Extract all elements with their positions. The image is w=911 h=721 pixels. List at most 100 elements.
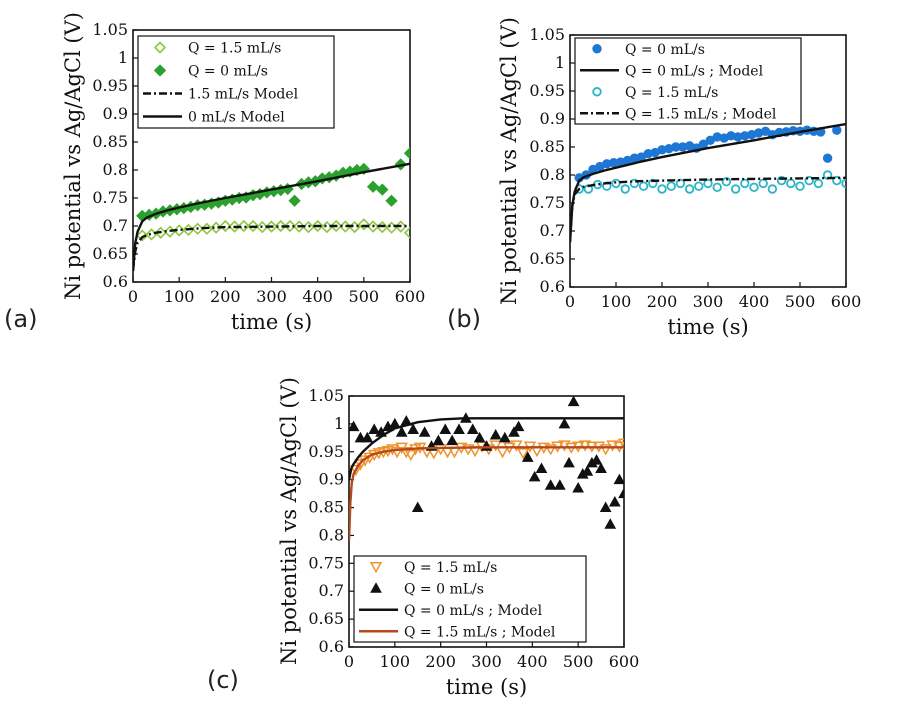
y-tick-label: 0.65: [92, 244, 128, 263]
data-point: [604, 518, 617, 529]
data-point: [357, 218, 370, 231]
data-point: [516, 448, 530, 460]
y-tick-label: 0.75: [308, 553, 344, 572]
y-axis-label: Ni potential vs Ag/AgCl (V): [497, 17, 521, 305]
data-point: [595, 462, 607, 474]
x-tick-label: 500: [349, 287, 380, 306]
legend-label: 0 mL/s Model: [188, 110, 285, 126]
data-point: [439, 423, 452, 434]
data-point: [432, 434, 445, 446]
data-point: [620, 184, 630, 194]
y-tick-label: 0.85: [529, 137, 565, 156]
panel-label-c: (c): [207, 666, 239, 694]
legend-marker: [153, 41, 167, 54]
data-point: [330, 219, 343, 233]
panel-label-b: (b): [447, 305, 481, 333]
legend-label: Q = 0 mL/s: [188, 64, 268, 80]
x-tick-label: 0: [128, 287, 138, 306]
y-tick-label: 0.8: [540, 165, 565, 184]
legend-label: Q = 1.5 mL/s ; Model: [404, 624, 556, 640]
x-tick-label: 100: [601, 292, 632, 311]
data-point: [544, 479, 557, 490]
data-point: [648, 178, 658, 189]
data-point: [599, 501, 612, 513]
y-tick-label: 0.75: [92, 188, 128, 207]
x-tick-label: 600: [609, 652, 640, 671]
data-point: [407, 423, 420, 434]
data-point: [767, 184, 778, 194]
y-tick-label: 1.05: [92, 20, 128, 39]
data-point: [256, 220, 269, 234]
legend-label: Q = 1.5 mL/s ; Model: [625, 106, 777, 122]
data-point: [403, 147, 410, 160]
y-tick-label: 1.05: [529, 25, 565, 44]
data-point: [581, 465, 594, 476]
data-point: [489, 440, 502, 452]
y-axis-label: Ni potential vs Ag/AgCl (V): [277, 377, 301, 665]
y-tick-label: 0.6: [103, 272, 128, 291]
x-tick-label: 200: [425, 652, 456, 671]
legend-marker: [592, 44, 602, 54]
y-tick-label: 0.85: [92, 132, 128, 151]
y-tick-label: 0.7: [103, 216, 128, 235]
data-point: [274, 219, 287, 233]
data-point: [535, 462, 548, 474]
data-point: [366, 220, 380, 233]
y-tick-label: 0.65: [308, 609, 344, 628]
y-tick-label: 0.75: [529, 193, 565, 212]
data-point: [613, 473, 624, 485]
data-point: [553, 479, 566, 490]
data-point: [512, 420, 525, 432]
legend-marker: [153, 64, 167, 77]
data-point: [740, 178, 750, 189]
data-point: [563, 456, 575, 468]
x-tick-label: 100: [380, 652, 411, 671]
model-line: [570, 122, 846, 243]
data-point: [611, 178, 621, 189]
data-point: [599, 444, 612, 456]
data-point: [489, 429, 502, 440]
y-tick-label: 0.8: [319, 525, 344, 544]
data-point: [498, 431, 511, 443]
legend-marker: [369, 562, 383, 574]
data-point: [311, 219, 324, 233]
data-point: [608, 495, 621, 507]
data-point: [572, 482, 585, 493]
data-point: [349, 464, 363, 477]
data-point: [567, 396, 580, 407]
data-point: [366, 180, 380, 193]
x-tick-label: 300: [471, 652, 502, 671]
data-point: [638, 181, 649, 191]
y-tick-label: 1: [334, 414, 344, 433]
data-point: [832, 125, 842, 135]
data-point: [411, 501, 424, 513]
data-point: [657, 184, 667, 194]
data-point: [590, 454, 603, 465]
y-tick-label: 0.8: [103, 160, 128, 179]
data-point: [293, 220, 306, 233]
x-axis-label: time (s): [667, 315, 748, 339]
model-line: [349, 417, 624, 480]
data-point: [694, 181, 704, 191]
x-tick-label: 100: [164, 287, 195, 306]
data-point: [508, 426, 520, 437]
data-point: [395, 426, 408, 437]
legend-label: Q = 1.5 mL/s: [404, 560, 497, 576]
data-point: [730, 184, 741, 194]
data-point: [510, 440, 523, 452]
data-point: [400, 447, 413, 459]
x-axis-label: time (s): [231, 310, 312, 334]
x-tick-label: 500: [785, 292, 816, 311]
data-point: [246, 219, 260, 233]
panel-a: 0 100 200 300 400 500 600 0.6 0.65 0.7 0.75 0.8 0.85…: [61, 12, 425, 334]
data-point: [528, 470, 541, 482]
legend-label: Q = 0 mL/s ; Model: [404, 603, 543, 619]
y-tick-label: 0.95: [308, 442, 344, 461]
x-tick-label: 300: [256, 287, 287, 306]
data-point: [403, 226, 410, 239]
data-point: [822, 153, 833, 163]
x-tick-label: 600: [395, 287, 426, 306]
y-tick-label: 0.95: [529, 81, 565, 100]
legend-marker: [592, 87, 602, 97]
y-tick-label: 0.7: [319, 581, 344, 600]
